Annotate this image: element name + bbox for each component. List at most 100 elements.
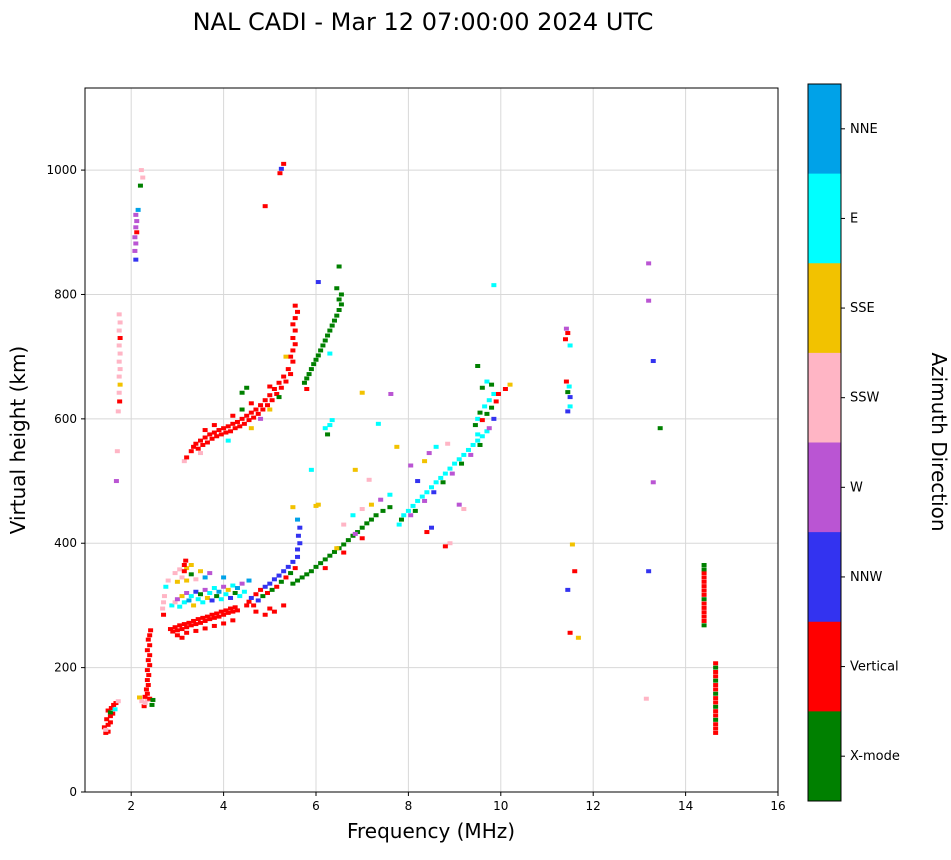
data-point (147, 643, 153, 648)
data-point (281, 161, 287, 166)
data-point (447, 466, 453, 471)
data-point (267, 407, 273, 412)
data-point (218, 609, 224, 614)
data-point (207, 571, 213, 576)
data-point (221, 575, 227, 580)
data-point (264, 590, 270, 595)
data-point (209, 436, 215, 441)
data-point (204, 440, 210, 445)
data-point (422, 459, 428, 464)
data-point (375, 421, 381, 426)
data-point (149, 702, 155, 707)
data-point (161, 594, 167, 599)
data-point (207, 432, 213, 437)
data-point (230, 583, 236, 588)
data-point (169, 603, 175, 608)
data-point (472, 423, 478, 428)
data-point (255, 411, 261, 416)
data-point (161, 600, 167, 605)
data-point (565, 331, 571, 336)
data-point (188, 563, 194, 568)
data-point (137, 183, 143, 188)
data-point (107, 710, 113, 715)
data-point (713, 683, 719, 688)
data-point (565, 587, 571, 592)
data-point (248, 595, 254, 600)
data-point (281, 603, 287, 608)
data-point (327, 328, 333, 333)
data-point (290, 505, 296, 510)
data-point (288, 372, 294, 377)
data-point (139, 699, 145, 704)
data-point (288, 354, 294, 359)
data-point (429, 485, 434, 490)
data-point (181, 569, 187, 574)
colorbar-segment-nne (808, 84, 841, 175)
data-point (147, 696, 153, 701)
data-point (482, 404, 488, 409)
data-point (442, 471, 448, 476)
data-point (475, 416, 481, 421)
data-point (713, 678, 719, 683)
data-point (195, 446, 201, 451)
data-point (117, 320, 123, 325)
data-point (299, 575, 305, 580)
data-point (419, 494, 425, 499)
data-point (643, 696, 649, 701)
data-point (701, 567, 707, 572)
data-point (267, 393, 273, 398)
data-point (144, 691, 150, 696)
data-point (415, 498, 421, 503)
data-point (174, 628, 180, 633)
data-point (142, 694, 148, 699)
data-point (290, 336, 296, 341)
data-point (191, 618, 197, 623)
data-point (713, 696, 719, 701)
data-point (198, 451, 203, 456)
data-point (424, 490, 430, 495)
data-point (565, 409, 571, 414)
data-point (507, 382, 513, 387)
data-point (186, 620, 192, 625)
colorbar-segment-ssw (808, 352, 841, 443)
data-point (359, 525, 365, 530)
data-point (276, 395, 282, 400)
data-point (246, 599, 252, 604)
data-point (295, 547, 301, 552)
data-point (646, 261, 652, 266)
data-point (198, 620, 203, 625)
data-point (308, 569, 314, 574)
data-point (211, 423, 217, 428)
data-point (461, 452, 467, 457)
data-point (134, 230, 140, 235)
data-point (646, 298, 652, 303)
data-point (311, 362, 317, 367)
data-point (104, 717, 110, 722)
data-point (277, 171, 283, 176)
data-point (202, 428, 208, 433)
data-point (318, 561, 324, 566)
data-point (223, 430, 229, 435)
data-point (193, 628, 199, 633)
data-point (145, 637, 151, 642)
data-point (225, 438, 231, 443)
data-point (117, 367, 123, 372)
data-point (184, 625, 190, 630)
data-point (292, 342, 298, 347)
data-point (562, 337, 568, 342)
data-point (292, 303, 298, 308)
data-point (218, 597, 224, 602)
data-point (701, 623, 707, 628)
data-point (274, 391, 280, 396)
data-point (211, 430, 217, 435)
data-point (260, 594, 266, 599)
data-point (442, 544, 448, 549)
data-point (216, 589, 222, 594)
data-point (117, 351, 123, 356)
data-point (244, 603, 250, 608)
data-point (713, 726, 719, 731)
data-point (200, 442, 206, 447)
data-point (563, 379, 569, 384)
data-point (456, 502, 462, 507)
data-point (225, 610, 231, 615)
